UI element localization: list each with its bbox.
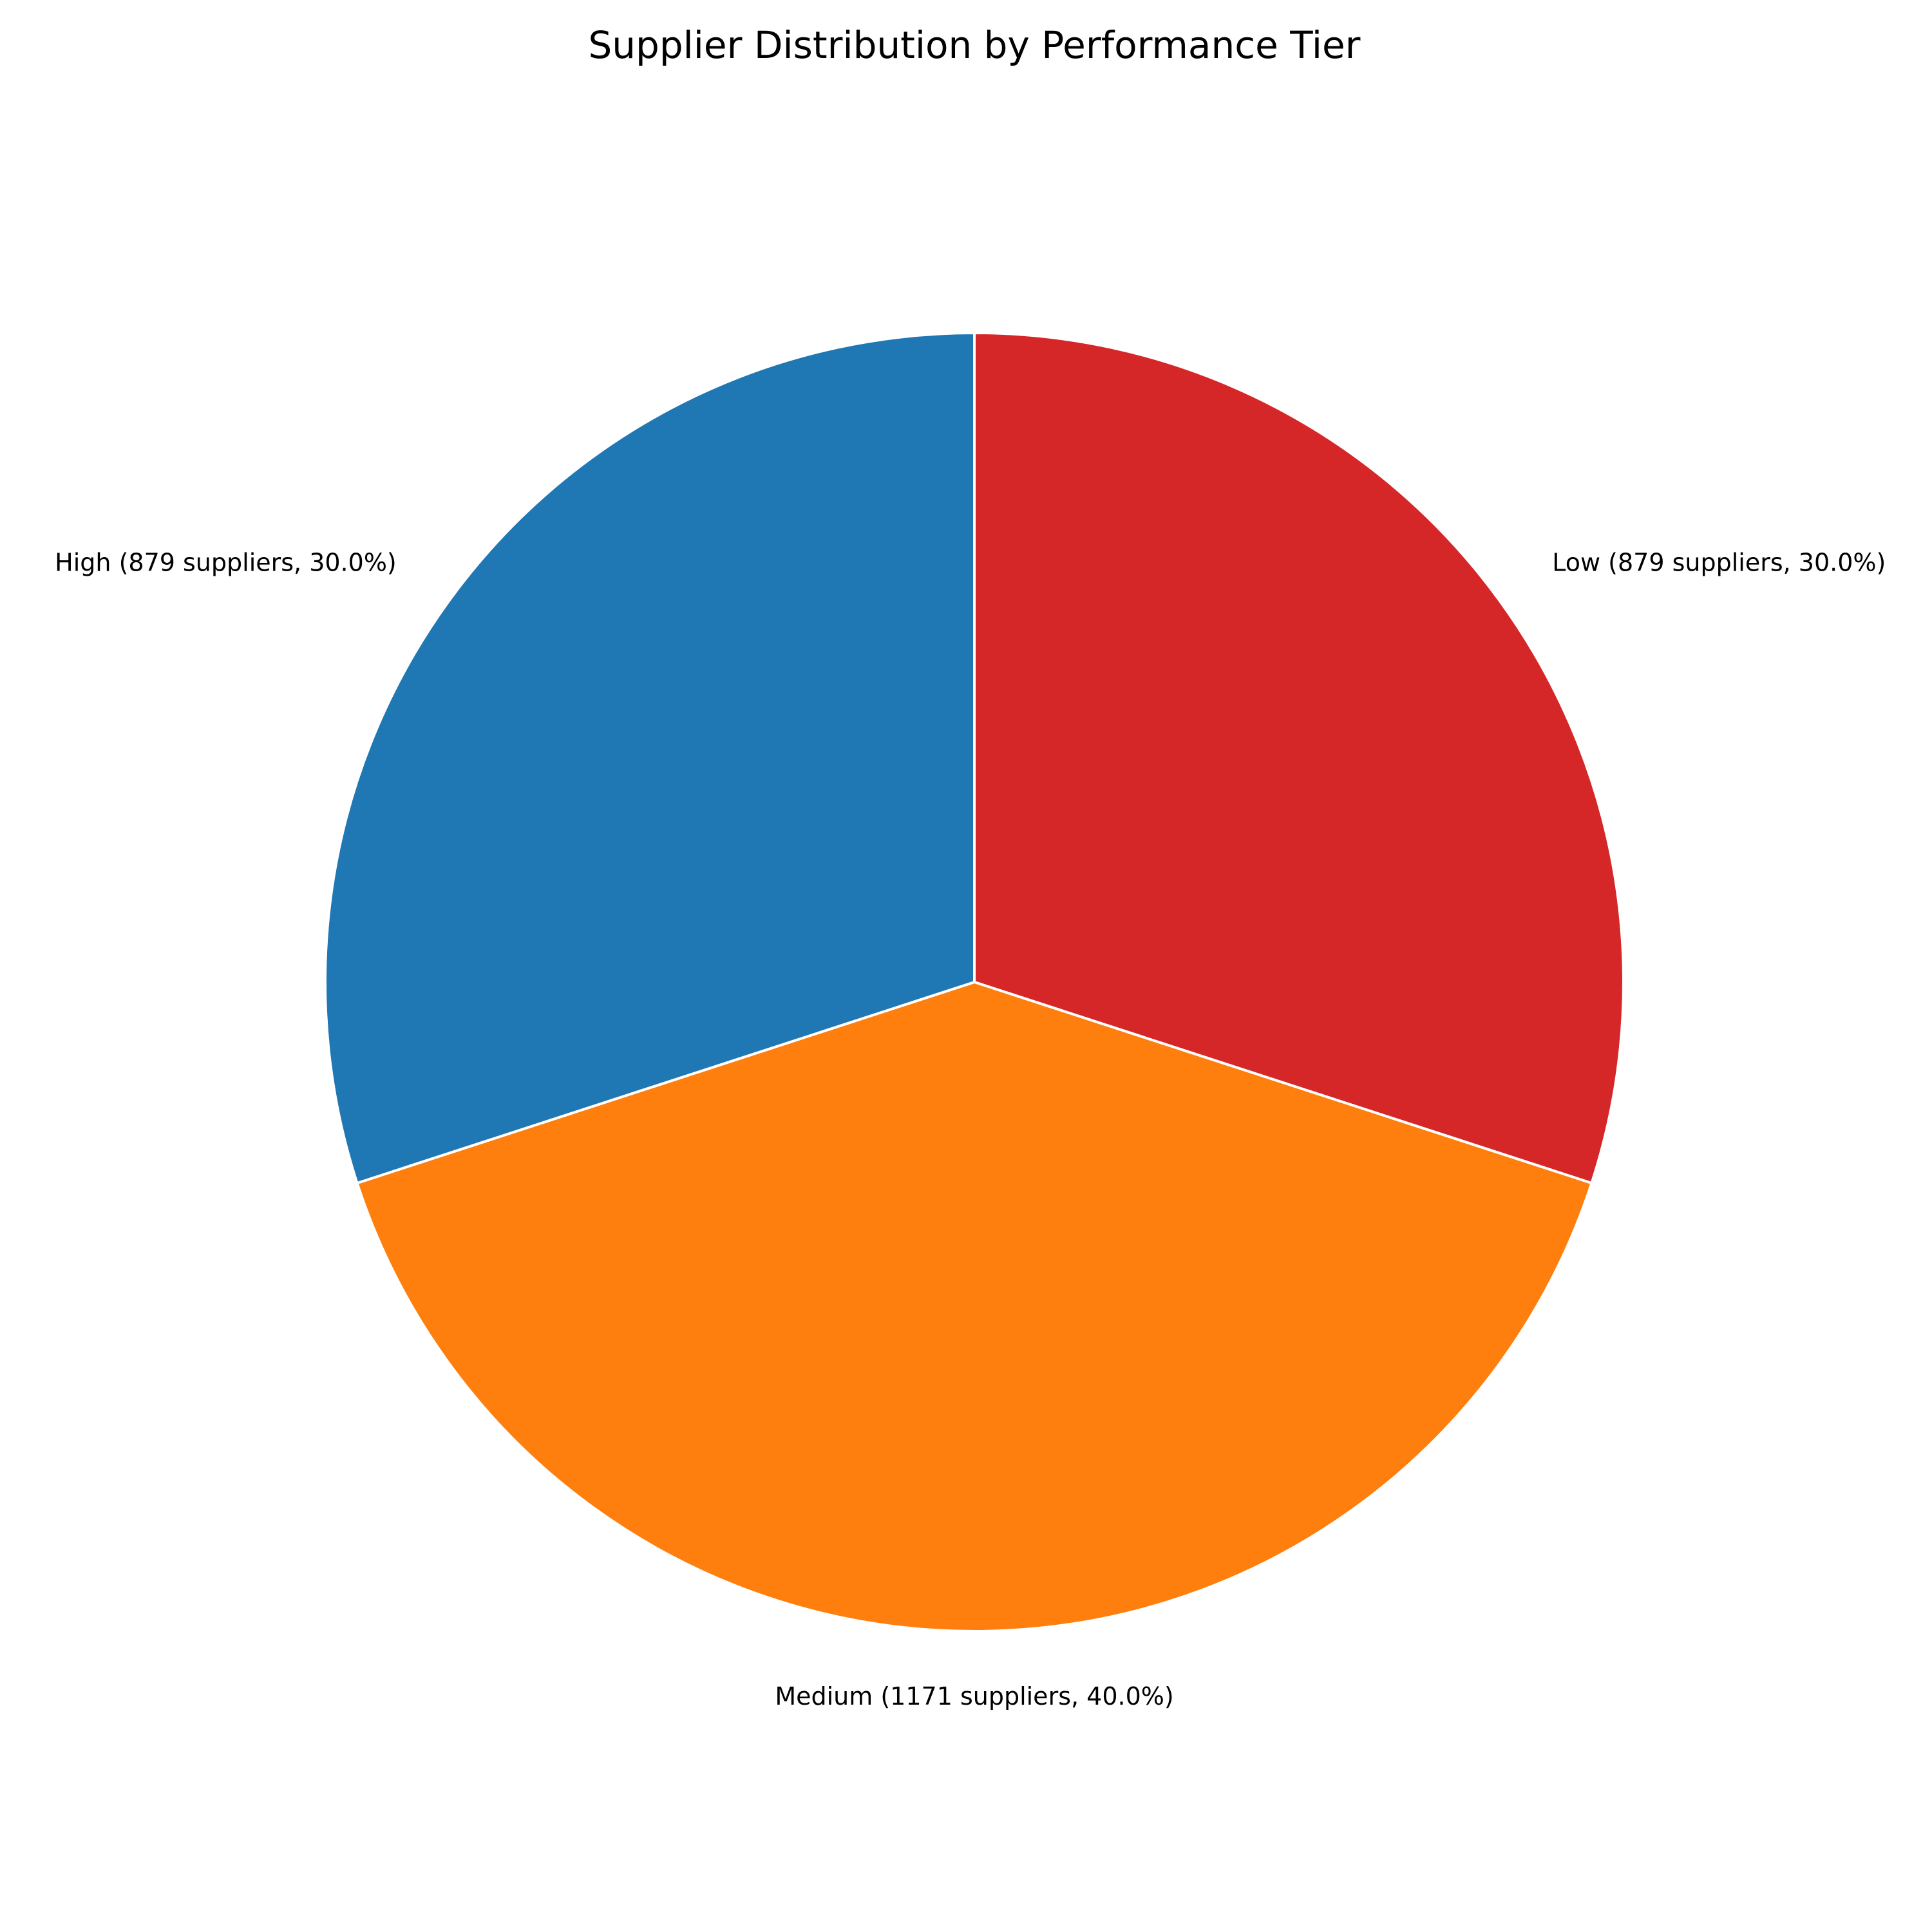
- pie-slice-medium: [355, 981, 1593, 1633]
- pie-slice-high: [323, 332, 976, 1185]
- pie-slices: [323, 332, 1625, 1633]
- slice-label-low: Low (879 suppliers, 30.0%): [1552, 549, 1886, 577]
- pie-labels: Low (879 suppliers, 30.0%) Medium (1171 s…: [55, 549, 1886, 1710]
- slice-label-medium: Medium (1171 suppliers, 40.0%): [775, 1682, 1173, 1710]
- slice-label-high: High (879 suppliers, 30.0%): [55, 549, 397, 577]
- chart-title: Supplier Distribution by Performance Tie…: [588, 23, 1360, 67]
- pie-slice-low: [973, 332, 1625, 1185]
